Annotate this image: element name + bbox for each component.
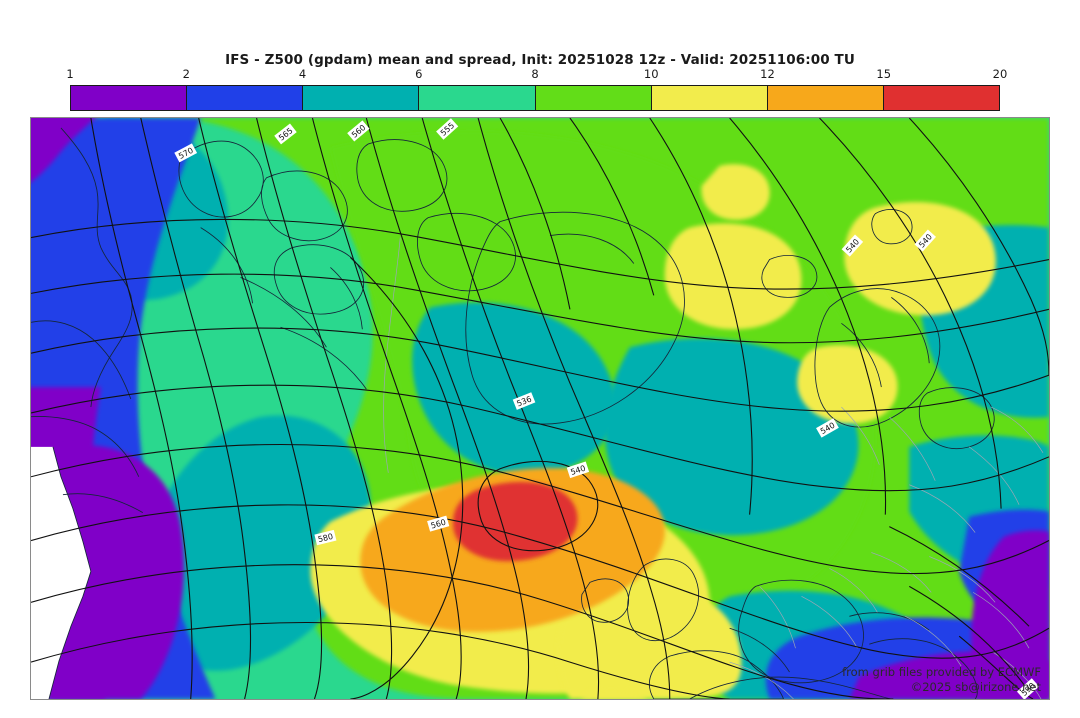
page-title: IFS - Z500 (gpdam) mean and spread, Init… bbox=[225, 52, 855, 68]
height-contours bbox=[31, 118, 1049, 699]
contour-label: 580 bbox=[314, 529, 337, 546]
spread-band-10-12-ne1 bbox=[844, 202, 996, 316]
colorbar-tick-20: 20 bbox=[992, 67, 1008, 81]
spread-band-4-6-right bbox=[604, 338, 859, 536]
colorbar-tick-1: 1 bbox=[66, 67, 74, 81]
colorbar-tick-labels: 1 2 4 6 8 10 12 15 20 bbox=[66, 66, 1007, 82]
colorbar-band-12-15 bbox=[767, 86, 884, 110]
spread-band-10-12-ne4 bbox=[701, 164, 770, 220]
map-canvas[interactable]: 570 565 560 555 536 540 540 540 540 560 580 590 fro… bbox=[30, 117, 1050, 700]
colorbar-tick-2: 2 bbox=[182, 67, 190, 81]
colorbar-tick-8: 8 bbox=[531, 67, 539, 81]
spread-band-1-2-east bbox=[971, 530, 1049, 699]
colorbar-tick-15: 15 bbox=[876, 67, 892, 81]
colorbar-band-6-8 bbox=[419, 86, 536, 110]
svg-text:540: 540 bbox=[569, 464, 586, 477]
contour-label: 536 bbox=[512, 392, 536, 410]
colorbar-band-2-4 bbox=[187, 86, 304, 110]
colorbar-tick-10: 10 bbox=[643, 67, 659, 81]
contour-label: 540 bbox=[566, 461, 590, 479]
coastlines bbox=[31, 127, 995, 699]
colorbar-band-4-6 bbox=[303, 86, 420, 110]
colorbar bbox=[70, 85, 1000, 111]
spread-band-10-12-ne2 bbox=[664, 223, 802, 330]
colorbar-tick-12: 12 bbox=[760, 67, 775, 81]
colorbar-band-1-2 bbox=[71, 86, 188, 110]
svg-text:560: 560 bbox=[430, 518, 447, 531]
spread-band-1-2-topleft bbox=[31, 118, 96, 182]
colorbar-bands bbox=[70, 85, 1000, 111]
colorbar-band-8-10 bbox=[535, 86, 652, 110]
contour-label: 560 bbox=[427, 515, 450, 532]
svg-text:580: 580 bbox=[317, 532, 334, 544]
spread-band-10-12-top bbox=[579, 688, 648, 699]
colorbar-tick-4: 4 bbox=[298, 67, 307, 81]
spread-band-15-20-core bbox=[452, 481, 578, 562]
colorbar-band-10-12 bbox=[651, 86, 768, 110]
spread-band-4-6-lower bbox=[139, 415, 371, 671]
no-data-region bbox=[31, 446, 91, 699]
colorbar-band-15-20 bbox=[883, 86, 999, 110]
colorbar-tick-6: 6 bbox=[415, 67, 423, 81]
